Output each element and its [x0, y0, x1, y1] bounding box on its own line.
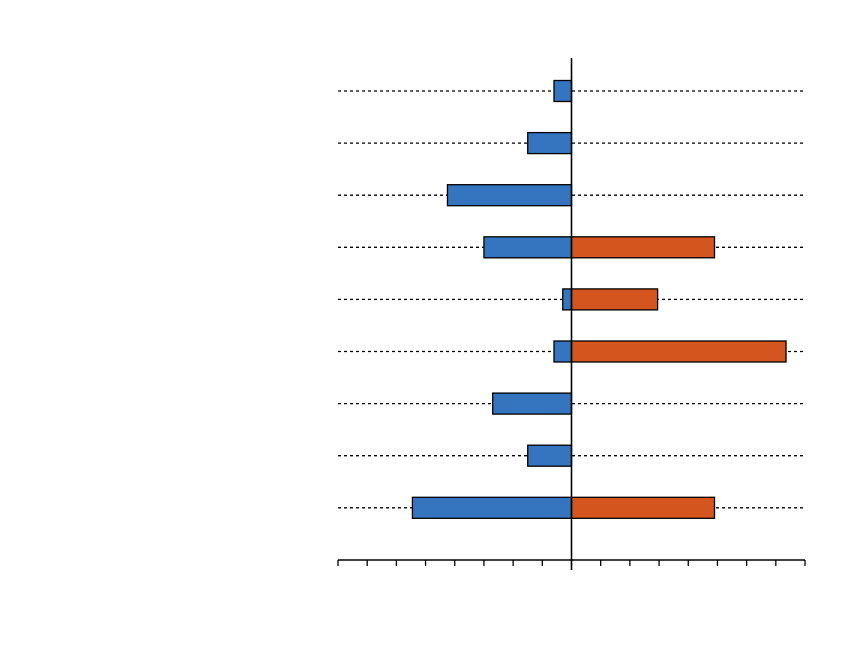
bar-series-1-row-7: [492, 392, 573, 415]
bar-series-2-row-9: [570, 496, 716, 519]
bar-series-1-row-2: [527, 131, 573, 155]
bar-series-1-row-5: [562, 288, 573, 311]
bars: [411, 79, 787, 519]
bar-series-1-row-8: [527, 444, 573, 467]
bar-series-1-row-4: [483, 236, 573, 259]
axes: [337, 58, 806, 570]
bar-series-1-row-9: [411, 496, 573, 519]
bar-series-2-row-6: [570, 340, 787, 363]
bar-series-1-row-1: [553, 79, 573, 103]
bar-series-1-row-6: [553, 340, 573, 363]
bar-series-2-row-5: [570, 288, 659, 311]
bar-series-2-row-4: [570, 236, 716, 259]
bar-series-1-row-3: [446, 184, 573, 207]
